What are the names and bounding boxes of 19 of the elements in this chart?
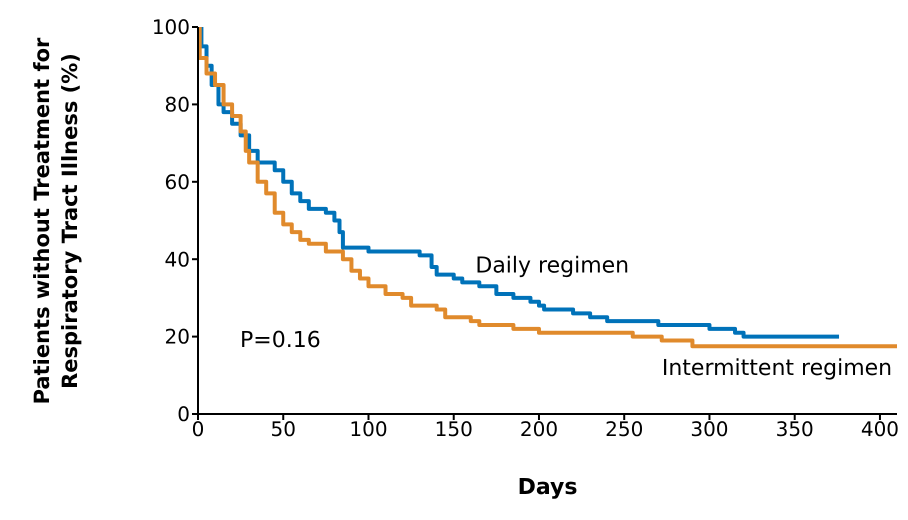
- y-axis-title: Patients without Treatment for Respiratory Tract Illness (%): [29, 36, 83, 406]
- y-tick-label: 40: [164, 247, 190, 272]
- x-tick-label: 250: [605, 417, 644, 442]
- annotation: P=0.16: [240, 328, 321, 353]
- x-axis-title: Days: [518, 475, 578, 500]
- y-tick-label: 100: [152, 15, 190, 40]
- x-tick-label: 400: [860, 417, 900, 442]
- x-tick-label: 300: [690, 417, 729, 442]
- y-tick-label: 80: [164, 92, 190, 116]
- series-label: Intermittent regimen: [662, 356, 892, 381]
- x-tick-label: 200: [520, 417, 558, 442]
- y-tick-label: 60: [164, 170, 190, 194]
- x-tick-label: 350: [776, 417, 814, 442]
- y-tick-label: 0: [177, 402, 190, 426]
- x-tick-label: 150: [434, 417, 473, 442]
- y-tick-label: 20: [164, 324, 190, 349]
- x-tick-label: 100: [349, 417, 388, 442]
- series-label: Daily regimen: [475, 253, 630, 278]
- x-tick-label: 50: [270, 417, 296, 442]
